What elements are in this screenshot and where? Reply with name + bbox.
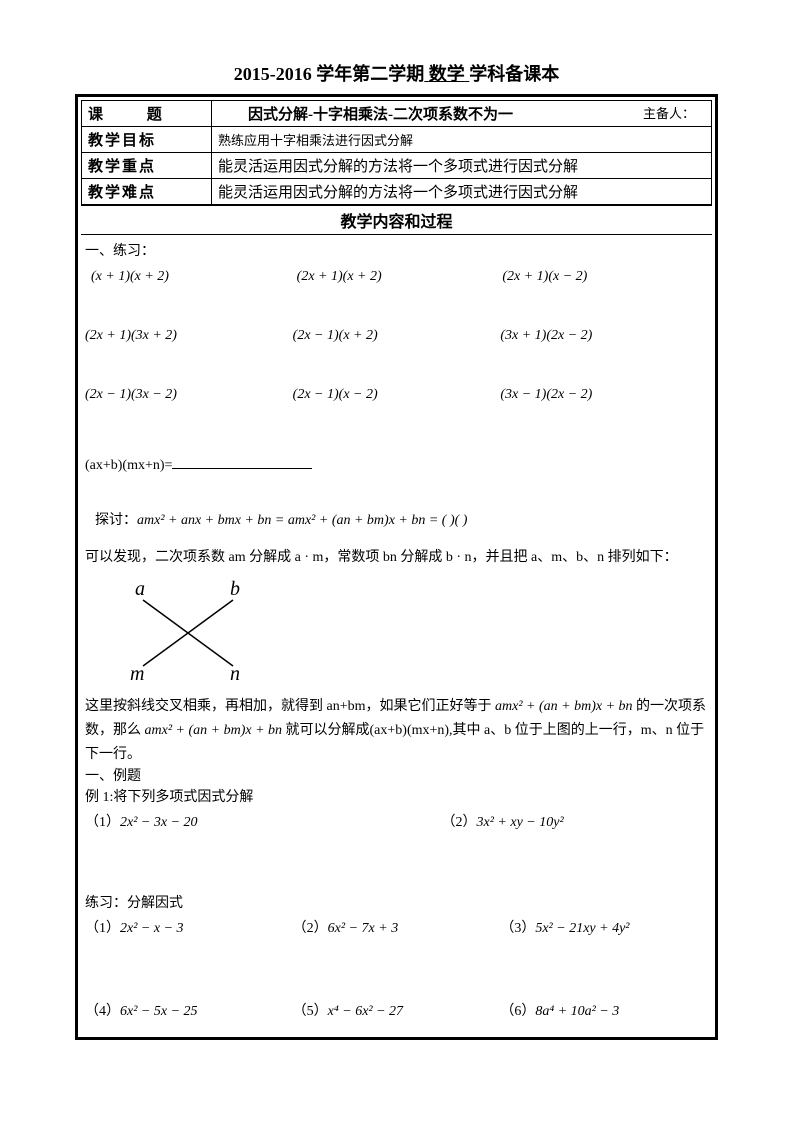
example-heading: 一、例题 [85,766,708,787]
practice2-row-1: （1）2x² − x − 3 （2）6x² − 7x + 3 （3）5x² − … [85,918,708,939]
practice-item: （1）2x² − x − 3 [85,918,293,939]
content-area: 一、练习： (x + 1)(x + 2) (2x + 1)(x + 2) (2x… [81,234,712,1034]
cross-diagram: a b m n [115,574,275,689]
formula-label: (ax+b)(mx+n)= [85,458,172,473]
difficulty-value: 能灵活运用因式分解的方法将一个多项式进行因式分解 [212,179,712,205]
practice2-row-2: （4）6x² − 5x − 25 （5）x⁴ − 6x² − 27 （6）8a⁴… [85,1001,708,1022]
section-title: 教学内容和过程 [81,205,712,234]
practice-item: （2）6x² − 7x + 3 [293,918,501,939]
example-item: （2）3x² + xy − 10y² [352,812,709,833]
expr: (2x + 1)(3x + 2) [85,325,293,346]
example-item: （1）2x² − 3x − 20 [85,812,352,833]
topic-value: 因式分解-十字相乘法-二次项系数不为一 主备人： [212,101,712,127]
expr: (3x + 1)(2x − 2) [500,325,708,346]
title-suffix: 学科备课本 [469,64,559,84]
document-frame: 课 题 因式分解-十字相乘法-二次项系数不为一 主备人： 教学目标 熟练应用十字… [75,94,718,1040]
formula-line: (ax+b)(mx+n)= [85,455,708,476]
practice-item: （3）5x² − 21xy + 4y² [500,918,708,939]
example-row-1: （1）2x² − 3x − 20 （2）3x² + xy − 10y² [85,812,708,833]
practice2-label: 练习：分解因式 [85,893,708,914]
practice-heading: 一、练习： [85,241,708,262]
expr: (2x − 1)(x − 2) [293,384,501,405]
practice-item: （6）8a⁴ + 10a² − 3 [500,1001,708,1022]
expr: (3x − 1)(2x − 2) [500,384,708,405]
cross-explain: 这里按斜线交叉相乘，再相加，就得到 an+bm，如果它们正好等于 amx² + … [85,695,708,766]
expr: (2x + 1)(x − 2) [502,266,708,287]
title-subject: 数学 [424,64,469,84]
goal-label: 教学目标 [82,127,212,153]
goal-value: 熟练应用十字相乘法进行因式分解 [212,127,712,153]
explore-label: 探讨： [95,513,137,528]
page-title: 2015-2016 学年第二学期 数学 学科备课本 [75,60,718,86]
expr: (2x + 1)(x + 2) [297,266,503,287]
expr: (2x − 1)(x + 2) [293,325,501,346]
practice-row-1: (x + 1)(x + 2) (2x + 1)(x + 2) (2x + 1)(… [85,266,708,287]
explore-formula: amx² + anx + bmx + bn = amx² + (an + bm)… [137,513,467,528]
title-prefix: 2015-2016 学年第二学期 [234,64,425,84]
example1-label: 例 1:将下列多项式因式分解 [85,787,708,808]
discover-text: 可以发现，二次项系数 am 分解成 a · m，常数项 bn 分解成 b · n… [85,547,708,568]
expr: (x + 1)(x + 2) [85,266,297,287]
practice-item: （5）x⁴ − 6x² − 27 [293,1001,501,1022]
practice-row-2: (2x + 1)(3x + 2) (2x − 1)(x + 2) (3x + 1… [85,325,708,346]
topic-label: 课 题 [82,101,212,127]
difficulty-label: 教学难点 [82,179,212,205]
cross-lines-icon [115,574,275,689]
focus-value: 能灵活运用因式分解的方法将一个多项式进行因式分解 [212,153,712,179]
blank-line [172,468,312,469]
header-table: 课 题 因式分解-十字相乘法-二次项系数不为一 主备人： 教学目标 熟练应用十字… [81,100,712,205]
host-label: 主备人： [643,103,695,122]
expr: (2x − 1)(3x − 2) [85,384,293,405]
explore-line: 探讨：amx² + anx + bmx + bn = amx² + (an + … [85,510,708,531]
practice-row-3: (2x − 1)(3x − 2) (2x − 1)(x − 2) (3x − 1… [85,384,708,405]
practice-item: （4）6x² − 5x − 25 [85,1001,293,1022]
focus-label: 教学重点 [82,153,212,179]
